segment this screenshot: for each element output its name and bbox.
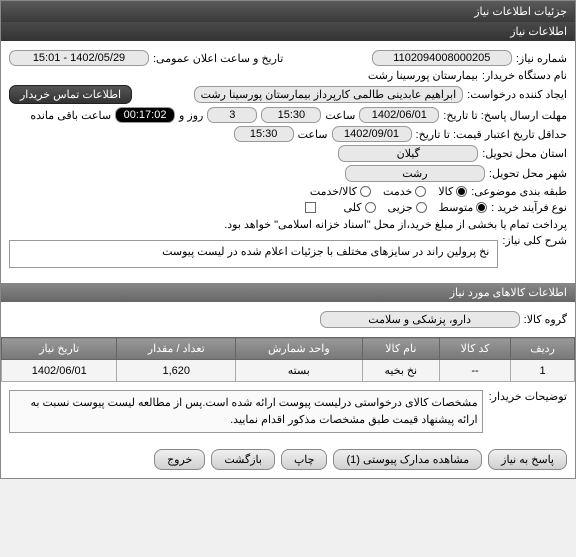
value-validity-date: 1402/09/01: [332, 126, 412, 142]
td-qty: 1,620: [117, 360, 236, 382]
value-city: رشت: [345, 165, 485, 182]
back-button[interactable]: بازگشت: [211, 449, 275, 470]
td-date: 1402/06/01: [2, 360, 117, 382]
radio-label-medium: متوسط: [439, 201, 474, 214]
attachments-button[interactable]: مشاهده مدارک پیوستی (1): [333, 449, 482, 470]
radio-purchase-medium[interactable]: متوسط: [439, 201, 488, 214]
label-purchase-type: نوع فرآیند خرید :: [491, 201, 567, 214]
radio-label-major: کلی: [344, 201, 362, 214]
th-name: نام کالا: [362, 338, 439, 360]
radio-dot-icon: [476, 202, 487, 213]
contact-buyer-button[interactable]: اطلاعات تماس خریدار: [9, 85, 132, 104]
label-payment-note: پرداخت تمام یا بخشی از مبلغ خرید،از محل …: [224, 218, 567, 231]
td-row: 1: [511, 360, 575, 382]
radio-dot-icon: [360, 186, 371, 197]
value-goods-group: دارو، پزشکی و سلامت: [320, 311, 520, 328]
value-need-desc: نخ پرولین راند در سایزهای مختلف با جزئیا…: [9, 240, 498, 268]
radio-purchase-major[interactable]: کلی: [344, 201, 376, 214]
table-row[interactable]: 1 -- نخ بخیه بسته 1,620 1402/06/01: [2, 360, 575, 382]
td-name: نخ بخیه: [362, 360, 439, 382]
value-validity-time: 15:30: [234, 126, 294, 142]
radio-label-combo: کالا/خدمت: [310, 185, 357, 198]
window-title-bar: جزئیات اطلاعات نیاز: [1, 1, 575, 22]
value-days-left: 3: [207, 107, 257, 123]
radio-label-minor: جزیی: [388, 201, 413, 214]
label-goods-group: گروه کالا:: [524, 313, 567, 326]
label-city: شهر محل تحویل:: [489, 167, 567, 180]
label-rooz: روز و: [179, 109, 203, 122]
goods-table: ردیف کد کالا نام کالا واحد شمارش تعداد /…: [1, 337, 575, 382]
label-need-number: شماره نیاز:: [516, 52, 567, 65]
checkbox-payment-treasury[interactable]: [305, 202, 316, 213]
th-row: ردیف: [511, 338, 575, 360]
radio-dot-icon: [416, 202, 427, 213]
value-time-left: 00:17:02: [115, 107, 175, 123]
radio-dot-icon: [365, 202, 376, 213]
label-announce: تاریخ و ساعت اعلان عمومی:: [153, 52, 283, 65]
radio-label-kala: کالا: [438, 185, 453, 198]
value-deadline-date: 1402/06/01: [359, 107, 439, 123]
value-deadline-time: 15:30: [261, 107, 321, 123]
radio-category-combo[interactable]: کالا/خدمت: [310, 185, 371, 198]
th-code: کد کالا: [439, 338, 510, 360]
section-general-info: اطلاعات نیاز: [1, 22, 575, 41]
label-category: طبقه بندی موضوعی:: [471, 185, 567, 198]
section-goods-info: اطلاعات کالاهای مورد نیاز: [1, 283, 575, 302]
label-buyer-org: نام دستگاه خریدار:: [482, 69, 567, 82]
exit-button[interactable]: خروج: [154, 449, 205, 470]
radio-category-khadamat[interactable]: خدمت: [383, 185, 426, 198]
value-need-number: 1102094008000205: [372, 50, 512, 66]
radio-dot-icon: [415, 186, 426, 197]
label-saat1: ساعت: [325, 109, 355, 122]
label-need-desc: شرح کلی نیاز:: [502, 234, 567, 247]
label-remaining: ساعت باقی مانده: [30, 109, 111, 122]
td-unit: بسته: [236, 360, 363, 382]
th-date: تاریخ نیاز: [2, 338, 117, 360]
label-province: استان محل تحویل:: [482, 147, 567, 160]
label-saat2: ساعت: [298, 128, 328, 141]
label-validity: حداقل تاریخ اعتبار قیمت: تا تاریخ:: [416, 128, 567, 141]
radio-purchase-minor[interactable]: جزیی: [388, 201, 427, 214]
label-deadline: مهلت ارسال پاسخ: تا تاریخ:: [443, 109, 567, 122]
value-requester: ابراهیم عابدینی طالمی کارپرداز بیمارستان…: [194, 86, 464, 103]
table-header-row: ردیف کد کالا نام کالا واحد شمارش تعداد /…: [2, 338, 575, 360]
td-code: --: [439, 360, 510, 382]
th-unit: واحد شمارش: [236, 338, 363, 360]
radio-category-kala[interactable]: کالا: [438, 185, 467, 198]
label-requester: ایجاد کننده درخواست:: [467, 88, 567, 101]
radio-dot-icon: [456, 186, 467, 197]
th-qty: تعداد / مقدار: [117, 338, 236, 360]
value-buyer-notes: مشخصات کالای درخواستی درلیست پیوست ارائه…: [9, 390, 483, 433]
value-buyer-org: بیمارستان پورسینا رشت: [368, 69, 478, 82]
radio-label-khadamat: خدمت: [383, 185, 412, 198]
value-province: گیلان: [338, 145, 478, 162]
respond-button[interactable]: پاسخ به نیاز: [488, 449, 567, 470]
label-buyer-notes: توضیحات خریدار:: [489, 390, 567, 403]
value-announce: 1402/05/29 - 15:01: [9, 50, 149, 66]
print-button[interactable]: چاپ: [281, 449, 328, 470]
